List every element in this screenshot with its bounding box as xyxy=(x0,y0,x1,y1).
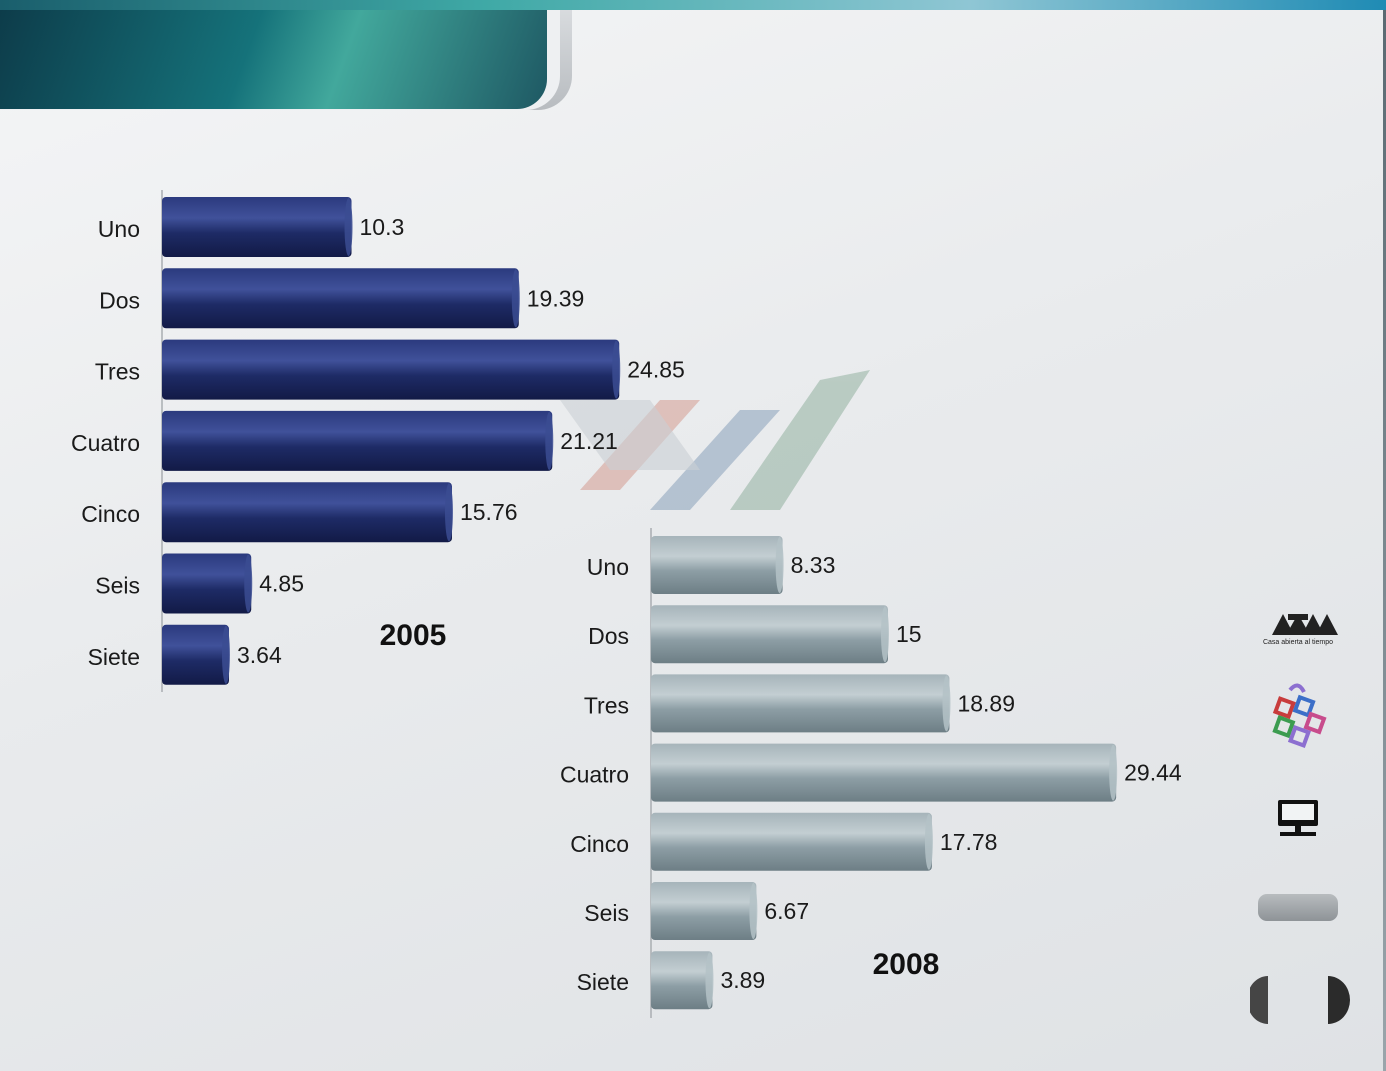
bar-2008-uno xyxy=(651,536,783,594)
category-label-2005-tres: Tres xyxy=(95,359,140,385)
bar-2005-uno xyxy=(162,197,352,257)
watermark-logo-icon xyxy=(560,370,870,510)
value-label-2005-siete: 3.64 xyxy=(237,642,282,668)
bar-cap-2005-siete xyxy=(221,625,230,684)
category-label-2008-tres: Tres xyxy=(584,692,629,718)
top-accent-bar xyxy=(0,0,1386,10)
uam-logo-icon[interactable] xyxy=(1272,614,1338,635)
bar-2008-cuatro xyxy=(651,743,1117,802)
bar-cap-2005-tres xyxy=(612,340,621,399)
value-label-2005-uno: 10.3 xyxy=(360,214,405,240)
value-label-2008-uno: 8.33 xyxy=(791,552,836,578)
category-label-2005-cuatro: Cuatro xyxy=(71,430,140,456)
chart-title-2005: 2005 xyxy=(380,619,447,652)
bar-2008-tres xyxy=(651,674,950,733)
bar-2005-cuatro xyxy=(162,410,553,471)
value-label-2008-seis: 6.67 xyxy=(764,898,809,924)
category-label-2008-seis: Seis xyxy=(584,900,629,926)
bar-cap-2008-cuatro xyxy=(1109,744,1118,801)
value-label-2008-siete: 3.89 xyxy=(720,967,765,993)
next-arrow-icon[interactable] xyxy=(1328,976,1350,1024)
bar-cap-2008-cinco xyxy=(924,813,933,870)
category-label-2005-cinco: Cinco xyxy=(81,501,140,527)
side-toolbar: Casa abierta al tiempo xyxy=(1250,614,1350,1024)
category-label-2008-uno: Uno xyxy=(587,554,629,580)
category-label-2005-seis: Seis xyxy=(95,573,140,599)
category-label-2008-cinco: Cinco xyxy=(570,831,629,857)
bar-2008-siete xyxy=(651,951,713,1010)
bar-cap-2008-seis xyxy=(749,883,758,939)
right-edge-bar xyxy=(1383,10,1386,1071)
bar-cap-2008-dos xyxy=(881,606,889,663)
bar-cap-2005-seis xyxy=(244,554,253,613)
bar-2008-dos xyxy=(651,605,888,664)
bar-cap-2005-cinco xyxy=(444,483,453,542)
nav-pill-button-icon[interactable] xyxy=(1258,894,1338,921)
title-tab xyxy=(0,10,547,109)
bar-2005-tres xyxy=(162,339,620,400)
value-label-2008-dos: 15 xyxy=(896,621,922,647)
value-label-2008-cuatro: 29.44 xyxy=(1124,760,1182,786)
value-label-2005-dos: 19.39 xyxy=(527,285,585,311)
chart-title-2008: 2008 xyxy=(873,948,940,981)
bar-2005-seis xyxy=(162,553,252,614)
value-label-2008-cinco: 17.78 xyxy=(940,829,998,855)
category-label-2008-cuatro: Cuatro xyxy=(560,762,629,788)
value-label-2005-seis: 4.85 xyxy=(259,571,304,597)
bar-2008-seis xyxy=(651,882,757,940)
bar-2008-cinco xyxy=(651,812,932,871)
colored-squares-logo-icon[interactable] xyxy=(1272,683,1327,749)
value-label-2005-tres: 24.85 xyxy=(627,357,685,383)
chart-2008: Uno 8.33 Dos 15 Tres 18.89 Cuatro 29.44 Cinco 17.… xyxy=(560,528,1182,1018)
value-label-2008-tres: 18.89 xyxy=(957,690,1015,716)
bar-2005-siete xyxy=(162,624,229,685)
uam-logo-caption: Casa abierta al tiempo xyxy=(1263,639,1333,646)
bar-2005-cinco xyxy=(162,482,452,543)
chart-2005: Uno 10.3 Dos 19.39 Tres 24.85 Cuatro 21.21 Cinco… xyxy=(71,190,685,692)
category-label-2005-dos: Dos xyxy=(99,287,140,313)
category-label-2008-siete: Siete xyxy=(577,969,629,995)
bar-cap-2008-siete xyxy=(705,952,714,1009)
bar-cap-2008-uno xyxy=(775,537,784,593)
bar-cap-2005-dos xyxy=(511,269,520,328)
bar-cap-2008-tres xyxy=(942,675,951,732)
bar-2005-dos xyxy=(162,268,519,329)
prev-arrow-icon[interactable] xyxy=(1250,976,1268,1024)
bar-cap-2005-uno xyxy=(344,198,353,256)
computer-monitor-icon[interactable] xyxy=(1278,800,1318,836)
category-label-2005-uno: Uno xyxy=(98,216,140,242)
category-label-2008-dos: Dos xyxy=(588,623,629,649)
value-label-2005-cinco: 15.76 xyxy=(460,499,518,525)
bar-cap-2005-cuatro xyxy=(545,411,554,470)
value-label-2005-cuatro: 21.21 xyxy=(560,428,618,454)
category-label-2005-siete: Siete xyxy=(88,644,140,670)
